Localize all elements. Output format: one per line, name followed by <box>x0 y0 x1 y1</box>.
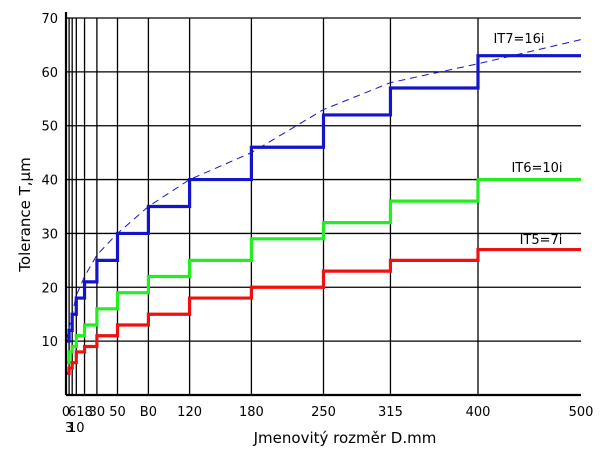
series-label: IT7=16i <box>493 32 544 47</box>
series-step-line <box>66 247 581 376</box>
y-tick-label: 10 <box>41 335 58 350</box>
x-tick-label: 0 <box>62 405 70 420</box>
y-tick-label: 70 <box>41 12 58 27</box>
x-tick-label: 400 <box>466 405 491 420</box>
x-tick-label: 30 <box>89 405 106 420</box>
x-tick-label: 500 <box>569 405 594 420</box>
x-tick-label: 120 <box>177 405 202 420</box>
x-axis-label: Jmenovitý rozměr D.mm <box>253 429 437 447</box>
x-tick-label: 180 <box>239 405 264 420</box>
y-tick-label: 20 <box>41 281 58 296</box>
series-labels: IT7=16i IT6=10i IT5=7i <box>493 32 562 248</box>
x-tick-label: 50 <box>109 405 126 420</box>
y-tick-label: 40 <box>41 174 58 189</box>
y-tick-label: 60 <box>41 66 58 81</box>
series-label: IT6=10i <box>511 161 562 176</box>
x-tick-label: 315 <box>378 405 403 420</box>
y-axis-label: Tolerance T,μm <box>16 157 34 272</box>
x-tick-label: B0 <box>140 405 157 420</box>
series-layer <box>65 39 582 376</box>
x-tick-label: 250 <box>311 405 336 420</box>
series-step-line <box>66 54 581 343</box>
tolerance-unit-curve <box>65 39 582 342</box>
series-step-line <box>66 177 581 365</box>
x-tick-label: 18 <box>76 405 93 420</box>
x-tick-label: 6 <box>68 405 76 420</box>
y-tick-label: 50 <box>41 120 58 135</box>
y-tick-label: 30 <box>41 227 58 242</box>
plot-frame <box>64 12 581 397</box>
x-tick-label: 3 <box>65 421 73 436</box>
series-label: IT5=7i <box>520 233 563 248</box>
x-tick-label: 10 <box>68 421 85 436</box>
